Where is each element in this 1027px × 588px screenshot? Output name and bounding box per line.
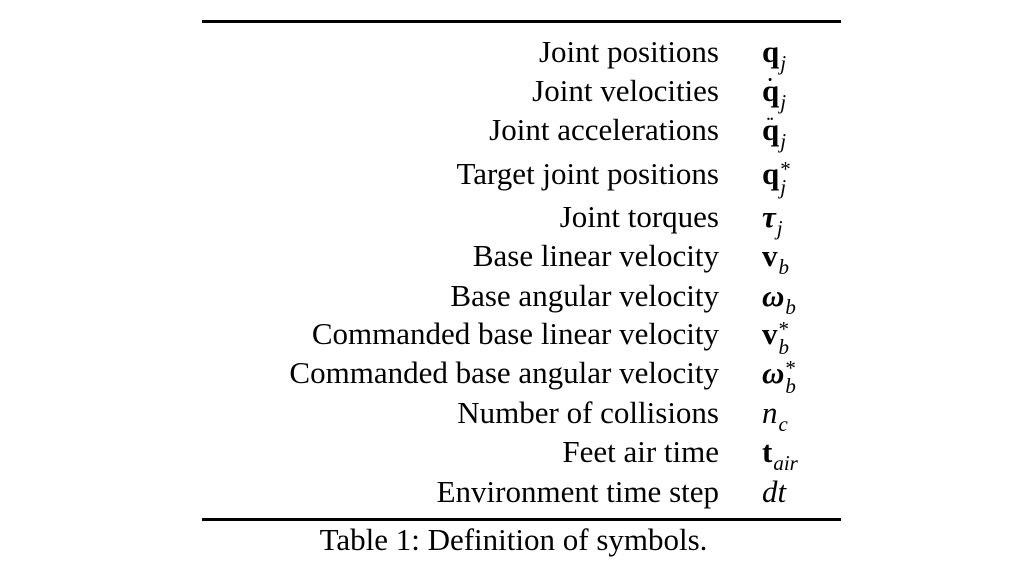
row-description: Environment time step bbox=[436, 474, 719, 509]
table-row: Joint torques τj bbox=[202, 197, 841, 240]
table-row: Commanded base angular velocity ω * b bbox=[202, 353, 841, 398]
row-description: Joint torques bbox=[559, 199, 719, 234]
table-row: Feet air time tair bbox=[202, 432, 841, 475]
row-description: Joint positions bbox=[538, 34, 719, 69]
table-top-rule bbox=[202, 20, 841, 23]
table-row: Base angular velocity ωb bbox=[202, 276, 841, 319]
row-description: Target joint positions bbox=[456, 156, 719, 191]
row-description: Feet air time bbox=[562, 434, 719, 469]
row-symbol: v * b bbox=[762, 316, 789, 359]
row-symbol: dt bbox=[762, 474, 787, 509]
row-symbol: vb bbox=[762, 238, 789, 279]
table-row: Target joint positions q * j bbox=[202, 154, 841, 199]
table-row: Joint accelerations q ¨ j bbox=[202, 110, 841, 153]
row-description: Commanded base angular velocity bbox=[289, 355, 719, 390]
row-symbol: q * j bbox=[762, 156, 791, 199]
table-caption: Table 1: Definition of symbols. bbox=[319, 522, 708, 557]
table-row: Joint positions qj bbox=[202, 32, 841, 75]
row-symbol: ω * b bbox=[762, 355, 796, 398]
row-symbol: τj bbox=[762, 199, 783, 240]
row-description: Joint velocities bbox=[532, 73, 719, 108]
row-symbol: q ¨ j bbox=[762, 112, 787, 153]
table-row: Joint velocities q ˙ j bbox=[202, 71, 841, 114]
row-symbol: qj bbox=[762, 34, 787, 75]
row-description: Number of collisions bbox=[457, 395, 719, 430]
table-row: Number of collisions nc bbox=[202, 393, 841, 436]
row-symbol: tair bbox=[762, 434, 798, 475]
table-row: Base linear velocity vb bbox=[202, 236, 841, 279]
row-description: Base angular velocity bbox=[450, 278, 719, 313]
row-description: Base linear velocity bbox=[472, 238, 719, 273]
row-symbol: nc bbox=[762, 395, 788, 436]
row-description: Commanded base linear velocity bbox=[311, 316, 719, 351]
table-bottom-rule bbox=[202, 518, 841, 521]
table-row: Environment time step dt bbox=[202, 472, 841, 511]
row-symbol: ωb bbox=[762, 278, 796, 319]
row-symbol: q ˙ j bbox=[762, 73, 787, 114]
row-description: Joint accelerations bbox=[489, 112, 719, 147]
table-row: Commanded base linear velocity v * b bbox=[202, 314, 841, 359]
